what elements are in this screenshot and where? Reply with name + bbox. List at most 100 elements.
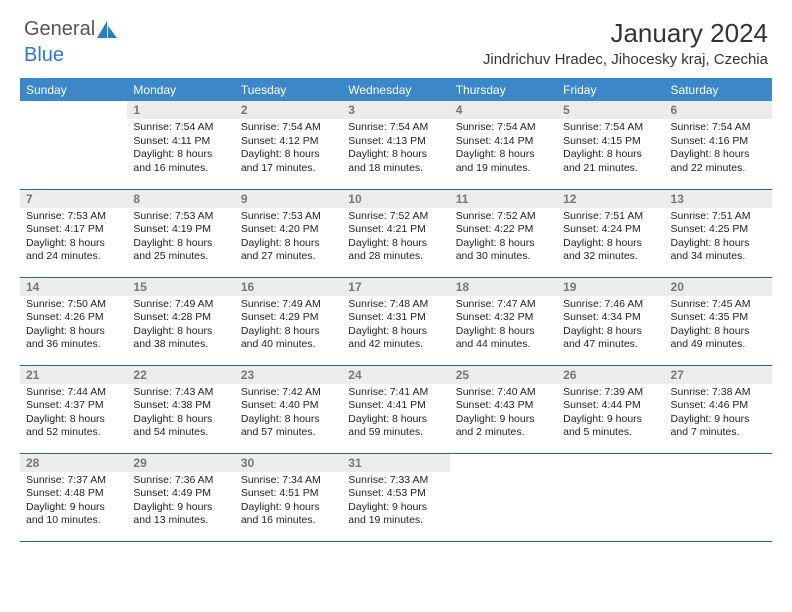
calendar-cell: [557, 453, 664, 541]
day-number: 12: [557, 190, 664, 208]
day-details: Sunrise: 7:33 AMSunset: 4:53 PMDaylight:…: [342, 472, 449, 533]
day-detail-line: Sunrise: 7:33 AM: [348, 474, 443, 488]
day-detail-line: and 28 minutes.: [348, 250, 443, 264]
day-details: Sunrise: 7:52 AMSunset: 4:21 PMDaylight:…: [342, 208, 449, 269]
day-detail-line: Daylight: 9 hours: [563, 413, 658, 427]
calendar-cell: 13Sunrise: 7:51 AMSunset: 4:25 PMDayligh…: [665, 189, 772, 277]
day-number: 26: [557, 366, 664, 384]
day-detail-line: Daylight: 8 hours: [241, 325, 336, 339]
header: General January 2024 Jindrichuv Hradec, …: [0, 0, 792, 72]
day-number: 11: [450, 190, 557, 208]
day-detail-line: Sunrise: 7:46 AM: [563, 298, 658, 312]
day-detail-line: Daylight: 8 hours: [133, 148, 228, 162]
day-detail-line: and 19 minutes.: [456, 162, 551, 176]
logo-sail-icon: [97, 21, 119, 39]
day-details: Sunrise: 7:48 AMSunset: 4:31 PMDaylight:…: [342, 296, 449, 357]
day-number: 16: [235, 278, 342, 296]
day-detail-line: and 25 minutes.: [133, 250, 228, 264]
day-number: 3: [342, 101, 449, 119]
day-detail-line: Daylight: 8 hours: [456, 148, 551, 162]
day-details: Sunrise: 7:52 AMSunset: 4:22 PMDaylight:…: [450, 208, 557, 269]
day-detail-line: Sunrise: 7:39 AM: [563, 386, 658, 400]
day-detail-line: Sunrise: 7:49 AM: [241, 298, 336, 312]
calendar-cell: 17Sunrise: 7:48 AMSunset: 4:31 PMDayligh…: [342, 277, 449, 365]
day-details: Sunrise: 7:50 AMSunset: 4:26 PMDaylight:…: [20, 296, 127, 357]
day-detail-line: Sunset: 4:31 PM: [348, 311, 443, 325]
day-detail-line: and 27 minutes.: [241, 250, 336, 264]
day-number: 14: [20, 278, 127, 296]
day-details: Sunrise: 7:53 AMSunset: 4:17 PMDaylight:…: [20, 208, 127, 269]
day-detail-line: Daylight: 8 hours: [563, 237, 658, 251]
day-detail-line: Daylight: 8 hours: [133, 413, 228, 427]
day-detail-line: Sunset: 4:53 PM: [348, 487, 443, 501]
day-detail-line: Sunset: 4:40 PM: [241, 399, 336, 413]
calendar-cell: 14Sunrise: 7:50 AMSunset: 4:26 PMDayligh…: [20, 277, 127, 365]
day-detail-line: Sunset: 4:35 PM: [671, 311, 766, 325]
day-number: 17: [342, 278, 449, 296]
day-detail-line: Sunrise: 7:54 AM: [348, 121, 443, 135]
day-details: Sunrise: 7:49 AMSunset: 4:29 PMDaylight:…: [235, 296, 342, 357]
day-detail-line: Daylight: 8 hours: [348, 413, 443, 427]
day-header-row: Sunday Monday Tuesday Wednesday Thursday…: [20, 79, 772, 102]
day-detail-line: Sunrise: 7:36 AM: [133, 474, 228, 488]
day-details: Sunrise: 7:44 AMSunset: 4:37 PMDaylight:…: [20, 384, 127, 445]
calendar-cell: 18Sunrise: 7:47 AMSunset: 4:32 PMDayligh…: [450, 277, 557, 365]
day-detail-line: Daylight: 8 hours: [456, 237, 551, 251]
day-detail-line: Daylight: 8 hours: [671, 237, 766, 251]
day-details: Sunrise: 7:41 AMSunset: 4:41 PMDaylight:…: [342, 384, 449, 445]
day-detail-line: Sunset: 4:19 PM: [133, 223, 228, 237]
calendar-cell: 7Sunrise: 7:53 AMSunset: 4:17 PMDaylight…: [20, 189, 127, 277]
day-details: Sunrise: 7:54 AMSunset: 4:12 PMDaylight:…: [235, 119, 342, 180]
calendar-cell: 10Sunrise: 7:52 AMSunset: 4:21 PMDayligh…: [342, 189, 449, 277]
day-details: Sunrise: 7:47 AMSunset: 4:32 PMDaylight:…: [450, 296, 557, 357]
calendar-table: Sunday Monday Tuesday Wednesday Thursday…: [20, 78, 772, 542]
day-number: 19: [557, 278, 664, 296]
day-details: Sunrise: 7:51 AMSunset: 4:24 PMDaylight:…: [557, 208, 664, 269]
day-detail-line: Daylight: 9 hours: [133, 501, 228, 515]
day-detail-line: Sunset: 4:14 PM: [456, 135, 551, 149]
day-details: [557, 458, 664, 464]
calendar-cell: 26Sunrise: 7:39 AMSunset: 4:44 PMDayligh…: [557, 365, 664, 453]
day-detail-line: and 24 minutes.: [26, 250, 121, 264]
day-details: Sunrise: 7:39 AMSunset: 4:44 PMDaylight:…: [557, 384, 664, 445]
day-details: [20, 105, 127, 111]
day-detail-line: Sunrise: 7:38 AM: [671, 386, 766, 400]
day-detail-line: Sunrise: 7:51 AM: [671, 210, 766, 224]
day-detail-line: Daylight: 8 hours: [241, 148, 336, 162]
day-detail-line: Daylight: 8 hours: [456, 325, 551, 339]
day-detail-line: Sunset: 4:38 PM: [133, 399, 228, 413]
calendar-cell: 23Sunrise: 7:42 AMSunset: 4:40 PMDayligh…: [235, 365, 342, 453]
day-detail-line: Sunset: 4:22 PM: [456, 223, 551, 237]
calendar-week-row: 21Sunrise: 7:44 AMSunset: 4:37 PMDayligh…: [20, 365, 772, 453]
day-number: 29: [127, 454, 234, 472]
day-detail-line: Sunrise: 7:54 AM: [133, 121, 228, 135]
calendar-cell: 19Sunrise: 7:46 AMSunset: 4:34 PMDayligh…: [557, 277, 664, 365]
day-detail-line: Sunrise: 7:52 AM: [456, 210, 551, 224]
day-detail-line: and 52 minutes.: [26, 426, 121, 440]
day-detail-line: Sunrise: 7:54 AM: [671, 121, 766, 135]
calendar-cell: 5Sunrise: 7:54 AMSunset: 4:15 PMDaylight…: [557, 101, 664, 189]
day-detail-line: Sunset: 4:16 PM: [671, 135, 766, 149]
calendar-cell: 20Sunrise: 7:45 AMSunset: 4:35 PMDayligh…: [665, 277, 772, 365]
calendar-week-row: 14Sunrise: 7:50 AMSunset: 4:26 PMDayligh…: [20, 277, 772, 365]
calendar-cell: [450, 453, 557, 541]
day-detail-line: and 18 minutes.: [348, 162, 443, 176]
logo-text-blue: Blue: [24, 44, 64, 67]
day-detail-line: Sunset: 4:49 PM: [133, 487, 228, 501]
day-detail-line: Sunset: 4:44 PM: [563, 399, 658, 413]
day-detail-line: Sunrise: 7:51 AM: [563, 210, 658, 224]
day-detail-line: and 22 minutes.: [671, 162, 766, 176]
day-number: 1: [127, 101, 234, 119]
day-details: Sunrise: 7:45 AMSunset: 4:35 PMDaylight:…: [665, 296, 772, 357]
day-number: 28: [20, 454, 127, 472]
day-detail-line: Sunrise: 7:54 AM: [563, 121, 658, 135]
calendar-cell: 4Sunrise: 7:54 AMSunset: 4:14 PMDaylight…: [450, 101, 557, 189]
day-detail-line: Sunrise: 7:43 AM: [133, 386, 228, 400]
day-detail-line: and 38 minutes.: [133, 338, 228, 352]
day-details: Sunrise: 7:34 AMSunset: 4:51 PMDaylight:…: [235, 472, 342, 533]
calendar-cell: 24Sunrise: 7:41 AMSunset: 4:41 PMDayligh…: [342, 365, 449, 453]
day-detail-line: and 7 minutes.: [671, 426, 766, 440]
day-number: 23: [235, 366, 342, 384]
day-detail-line: Sunset: 4:12 PM: [241, 135, 336, 149]
day-details: Sunrise: 7:54 AMSunset: 4:11 PMDaylight:…: [127, 119, 234, 180]
